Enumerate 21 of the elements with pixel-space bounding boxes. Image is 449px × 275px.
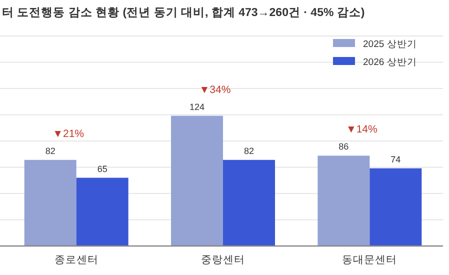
x-tick-label: 중랑센터 [201,254,245,266]
bar [76,178,128,246]
bar [318,156,370,246]
bar [223,160,275,246]
data-label: 86 [338,142,349,152]
data-label: 124 [189,102,205,112]
bar [370,168,422,246]
annotation: ▼34% [199,84,231,96]
data-label: 74 [390,154,401,164]
legend-label: 2025 상반기 [363,39,417,50]
bar [24,160,76,246]
chart-title: 터 도전행동 감소 현황 (전년 동기 대비, 합계 473→260건 · 45% 감소) [2,6,365,19]
legend-label: 2026 상반기 [363,57,417,68]
x-tick-label: 동대문센터 [342,254,398,266]
annotation: ▼21% [52,128,84,140]
x-tick-label: 종로센터 [54,254,98,266]
data-label: 82 [244,146,254,156]
bar [171,116,223,246]
annotation: ▼14% [346,124,378,136]
data-label: 65 [97,164,108,174]
data-label: 82 [45,146,56,156]
